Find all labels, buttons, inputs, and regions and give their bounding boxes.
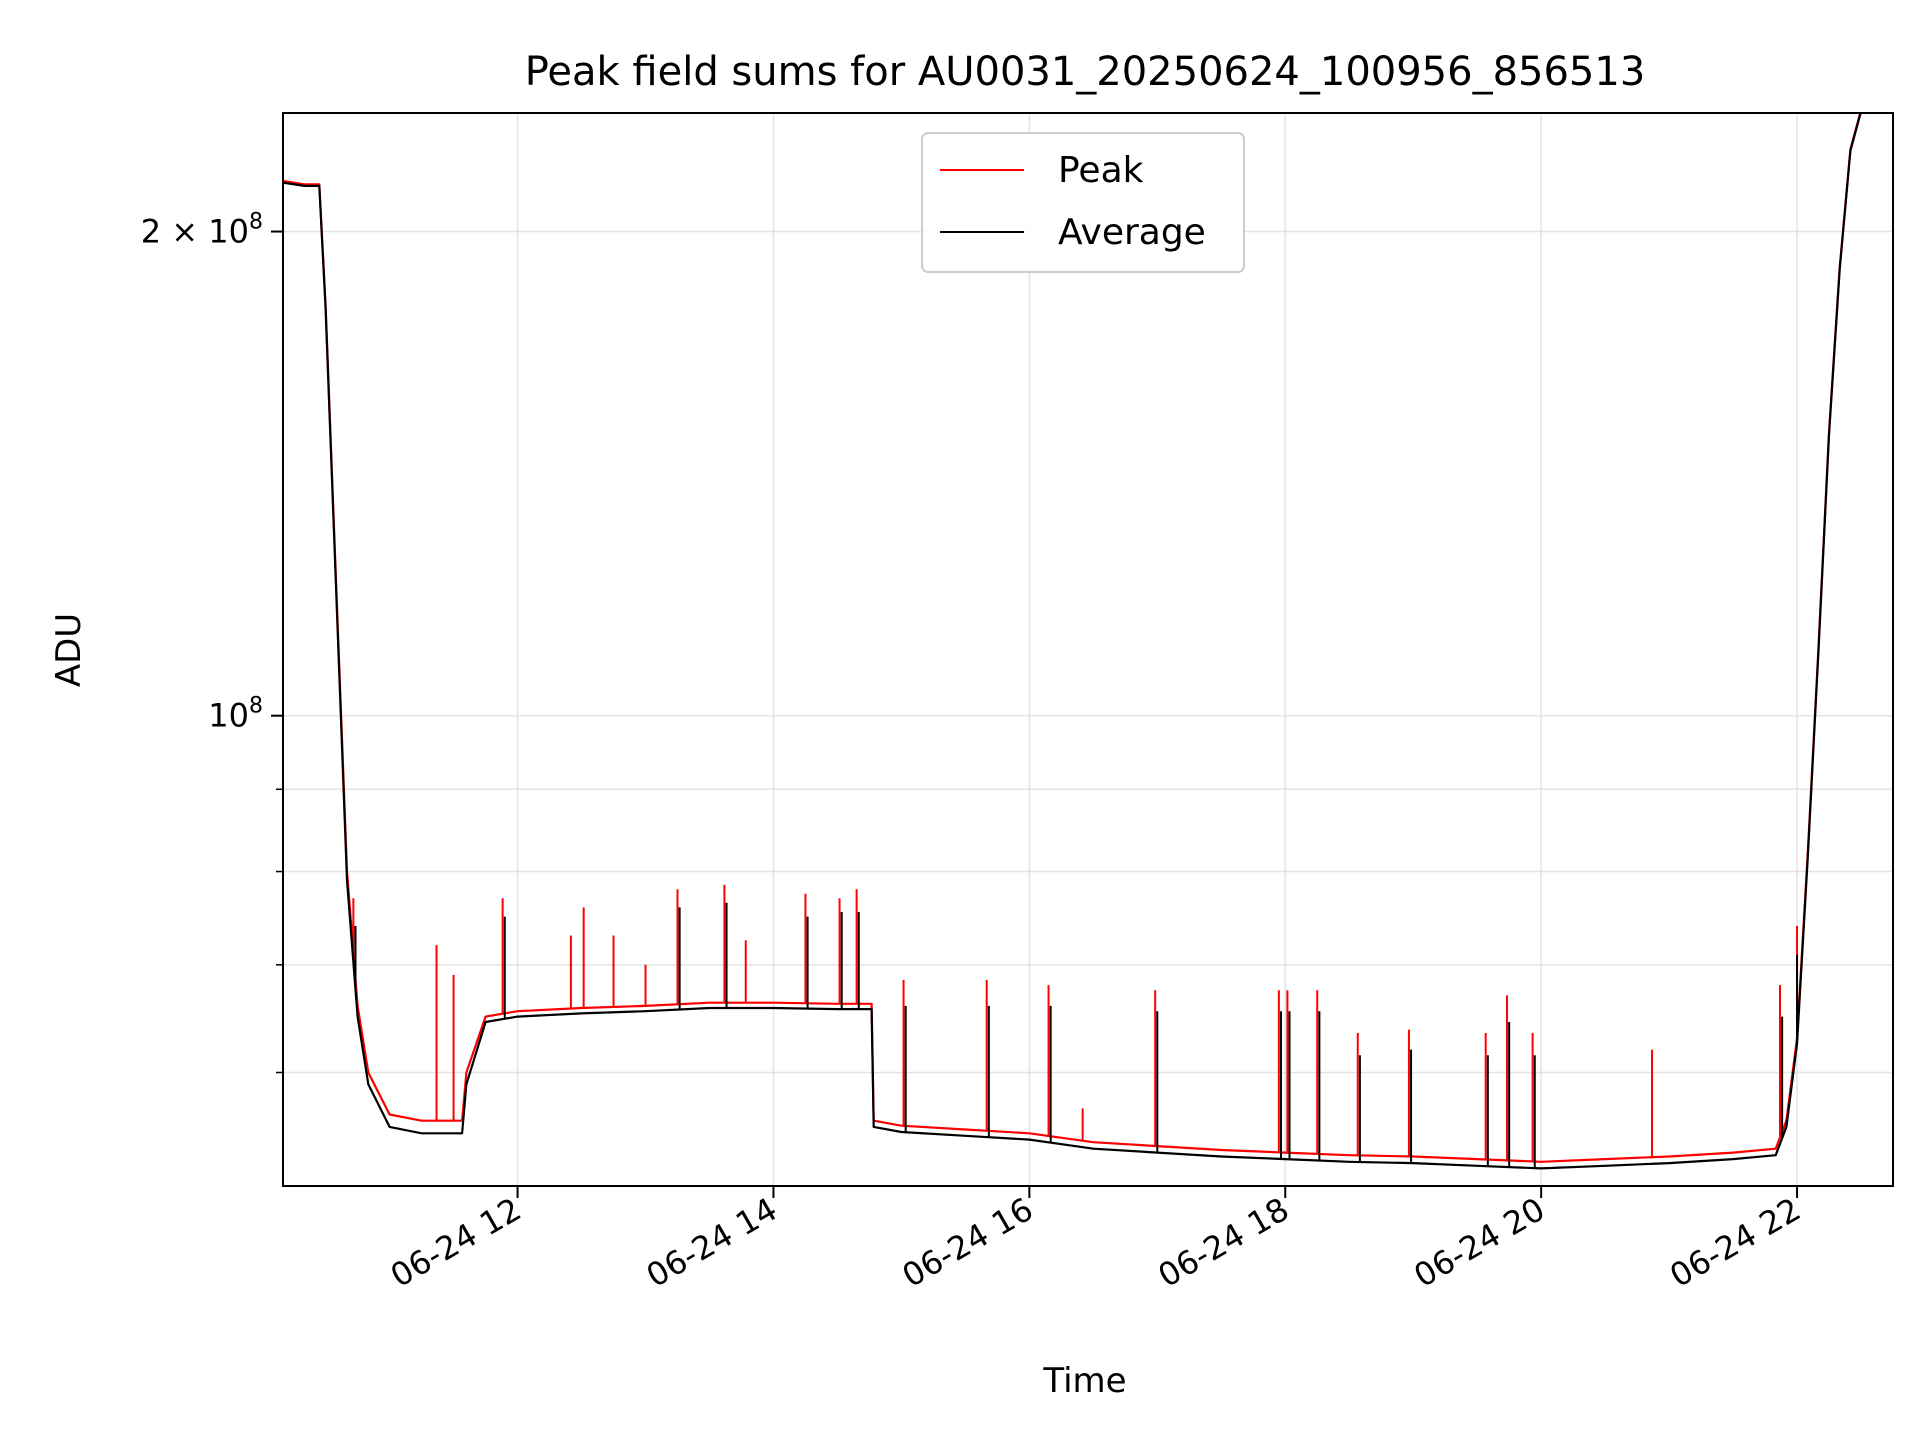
y-tick-label: 108 (208, 694, 263, 735)
grid (283, 113, 1893, 1186)
plot-area (283, 113, 1862, 1170)
y-axis-label: ADU (49, 613, 89, 687)
series-line-average (283, 113, 1862, 1170)
legend: Peak Average (921, 132, 1245, 273)
legend-box (921, 132, 1245, 273)
y-tick-label: 2 × 108 (141, 210, 263, 251)
legend-label-peak: Peak (1058, 150, 1144, 191)
chart-title: Peak field sums for AU0031_20250624_1009… (525, 49, 1646, 95)
plot-frame (282, 112, 1894, 1187)
legend-label-average: Average (1058, 212, 1206, 253)
series-layer (283, 113, 1862, 1170)
x-axis-label: Time (1042, 1361, 1126, 1401)
y-axis-ticks: 2 × 108 108 (141, 210, 283, 1074)
